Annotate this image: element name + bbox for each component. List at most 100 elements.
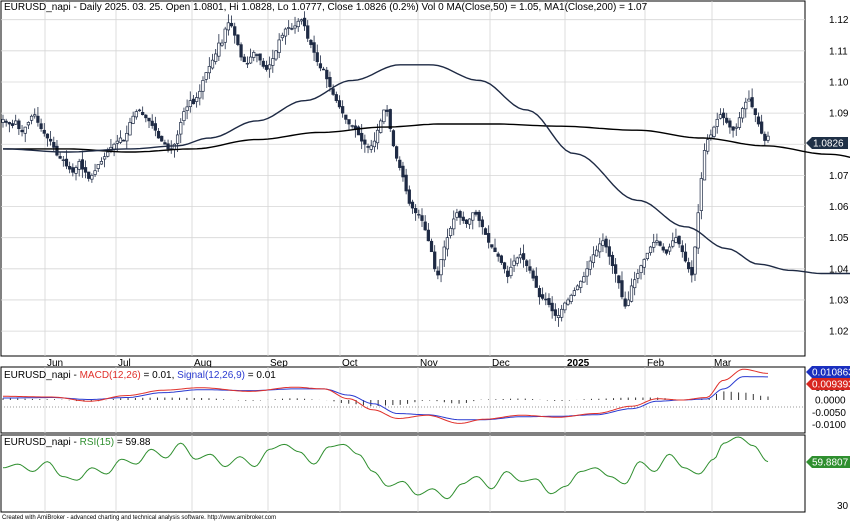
candle-body: [591, 254, 596, 264]
candle-body: [309, 39, 313, 45]
macd-tick-label: -0.0100: [812, 420, 846, 431]
candle-body: [680, 245, 684, 253]
candle-body: [439, 259, 443, 276]
candle-body: [115, 140, 119, 144]
candle-body: [541, 294, 545, 299]
candle-body: [74, 167, 78, 174]
candle-body: [214, 53, 218, 62]
candle-body: [706, 139, 710, 152]
price-tick-label: 1.04: [829, 264, 849, 275]
candle-body: [198, 90, 202, 99]
candle-body: [271, 58, 275, 66]
candle-body: [445, 237, 450, 250]
candle-body: [388, 109, 392, 130]
candle-body: [191, 98, 196, 105]
candle-body: [579, 280, 583, 288]
candle-body: [525, 260, 529, 267]
price-tick-label: 1.09: [829, 109, 849, 120]
candle-body: [223, 28, 227, 43]
candle-body: [195, 97, 199, 102]
candle-body: [23, 126, 27, 134]
macd-tick-label: -0.0050: [812, 408, 846, 419]
candle-body: [48, 138, 53, 142]
candle-body: [610, 254, 615, 267]
candle-body: [436, 270, 440, 276]
candle-body: [122, 139, 126, 142]
candle-body: [569, 294, 573, 302]
candle-body: [747, 98, 751, 102]
candle-body: [182, 111, 186, 121]
candle-body: [588, 260, 592, 270]
candle-body: [614, 264, 618, 274]
candle-body: [426, 229, 430, 242]
candle-body: [106, 151, 110, 157]
signal-badge-label: 0.009393: [812, 380, 850, 391]
candle-body: [245, 62, 250, 65]
candle-body: [645, 252, 649, 260]
candle-body: [42, 129, 46, 134]
candle-body: [448, 227, 453, 237]
candle-body: [753, 108, 757, 116]
candle-body: [626, 299, 630, 306]
candle-body: [45, 133, 50, 139]
candle-body: [496, 253, 500, 257]
candle-body: [750, 97, 754, 108]
candle-body: [299, 19, 304, 22]
candle-body: [90, 175, 94, 180]
candle-body: [331, 88, 335, 95]
candle-body: [385, 109, 389, 112]
price-gridlines: [1, 19, 805, 332]
candle-body: [467, 218, 472, 225]
candle-body: [420, 215, 424, 221]
candle-body: [683, 251, 688, 262]
candle-body: [131, 115, 135, 124]
candle-body: [268, 64, 272, 70]
candle-body: [671, 240, 675, 247]
candle-body: [617, 275, 621, 284]
candle-body: [125, 132, 129, 142]
candle-body: [410, 201, 415, 209]
candle-body: [442, 246, 446, 261]
candle-body: [39, 123, 43, 130]
candle-body: [480, 219, 484, 228]
candle-body: [7, 122, 11, 125]
candle-body: [360, 132, 364, 142]
candle-body: [398, 159, 402, 168]
candle-body: [429, 240, 434, 253]
price-header: EURUSD_napi - Daily 2025. 03. 25. Open 1…: [4, 2, 648, 13]
candle-body: [731, 126, 735, 131]
candle-body: [563, 302, 567, 311]
rsi-pane[interactable]: [0, 434, 806, 513]
candle-body: [20, 129, 24, 133]
macd-tick-label: 0.0000: [815, 396, 846, 407]
candle-body: [607, 246, 611, 257]
candle-body: [404, 174, 408, 192]
candle-body: [128, 122, 132, 136]
price-tick-label: 1.02: [829, 327, 849, 338]
x-label: Jul: [118, 358, 131, 369]
candle-body: [341, 106, 345, 114]
candle-body: [188, 100, 192, 108]
candle-body: [391, 130, 396, 147]
candle-body: [512, 260, 516, 266]
candle-body: [550, 302, 554, 312]
candle-body: [725, 117, 729, 123]
candle-body: [350, 125, 354, 127]
candle-body: [502, 262, 507, 270]
candle-body: [553, 309, 557, 316]
candle-body: [261, 60, 265, 67]
candle-body: [433, 251, 437, 270]
candle-body: [452, 218, 456, 230]
candle-body: [718, 114, 723, 119]
macd-header: EURUSD_napi - MACD(12,26) = 0.01, Signal…: [4, 370, 276, 381]
candle-body: [693, 246, 697, 275]
candle-body: [674, 237, 678, 243]
candle-body: [201, 80, 205, 92]
candle-body: [417, 213, 421, 216]
candle-body: [728, 120, 732, 128]
candle-body: [334, 94, 338, 101]
candle-body: [77, 161, 81, 170]
candle-body: [477, 211, 481, 221]
x-label: Dec: [492, 358, 510, 369]
signal-badge: 0.009393: [806, 378, 850, 391]
